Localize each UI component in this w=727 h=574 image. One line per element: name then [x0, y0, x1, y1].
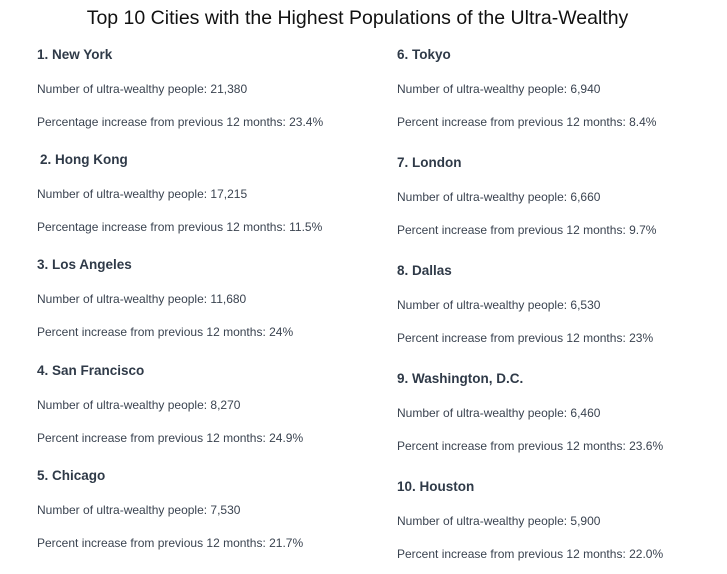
percent-increase: Percent increase from previous 12 months… — [397, 547, 664, 561]
percent-increase: Percent increase from previous 12 months… — [397, 439, 664, 453]
ultra-wealthy-count: Number of ultra-wealthy people: 6,660 — [397, 190, 601, 204]
city-name: 1. New York — [37, 47, 113, 62]
percent-increase: Percentage increase from previous 12 mon… — [37, 115, 324, 129]
ultra-wealthy-count: Number of ultra-wealthy people: 17,215 — [37, 187, 248, 201]
city-name: 10. Houston — [397, 479, 475, 494]
ultra-wealthy-count: Number of ultra-wealthy people: 8,270 — [37, 398, 241, 412]
city-name: 3. Los Angeles — [37, 257, 132, 272]
ultra-wealthy-count: Number of ultra-wealthy people: 6,460 — [397, 406, 601, 420]
ultra-wealthy-count: Number of ultra-wealthy people: 6,940 — [397, 82, 601, 96]
city-name: 2. Hong Kong — [40, 152, 128, 167]
percent-increase: Percent increase from previous 12 months… — [37, 536, 304, 550]
ultra-wealthy-count: Number of ultra-wealthy people: 21,380 — [37, 82, 248, 96]
page-title: Top 10 Cities with the Highest Populatio… — [86, 7, 629, 29]
percent-increase: Percent increase from previous 12 months… — [397, 223, 657, 237]
city-name: 5. Chicago — [37, 468, 106, 483]
ultra-wealthy-count: Number of ultra-wealthy people: 6,530 — [397, 298, 601, 312]
percent-increase: Percent increase from previous 12 months… — [397, 331, 654, 345]
percent-increase: Percentage increase from previous 12 mon… — [37, 220, 323, 234]
ultra-wealthy-count: Number of ultra-wealthy people: 7,530 — [37, 503, 241, 517]
percent-increase: Percent increase from previous 12 months… — [37, 431, 304, 445]
city-name: 8. Dallas — [397, 263, 452, 278]
percent-increase: Percent increase from previous 12 months… — [397, 115, 657, 129]
ultra-wealthy-count: Number of ultra-wealthy people: 11,680 — [37, 292, 247, 306]
city-name: 6. Tokyo — [397, 47, 451, 62]
city-name: 4. San Francisco — [37, 363, 145, 378]
percent-increase: Percent increase from previous 12 months… — [37, 325, 294, 339]
city-name: 7. London — [397, 155, 462, 170]
ultra-wealthy-count: Number of ultra-wealthy people: 5,900 — [397, 514, 601, 528]
city-name: 9. Washington, D.C. — [397, 371, 524, 386]
